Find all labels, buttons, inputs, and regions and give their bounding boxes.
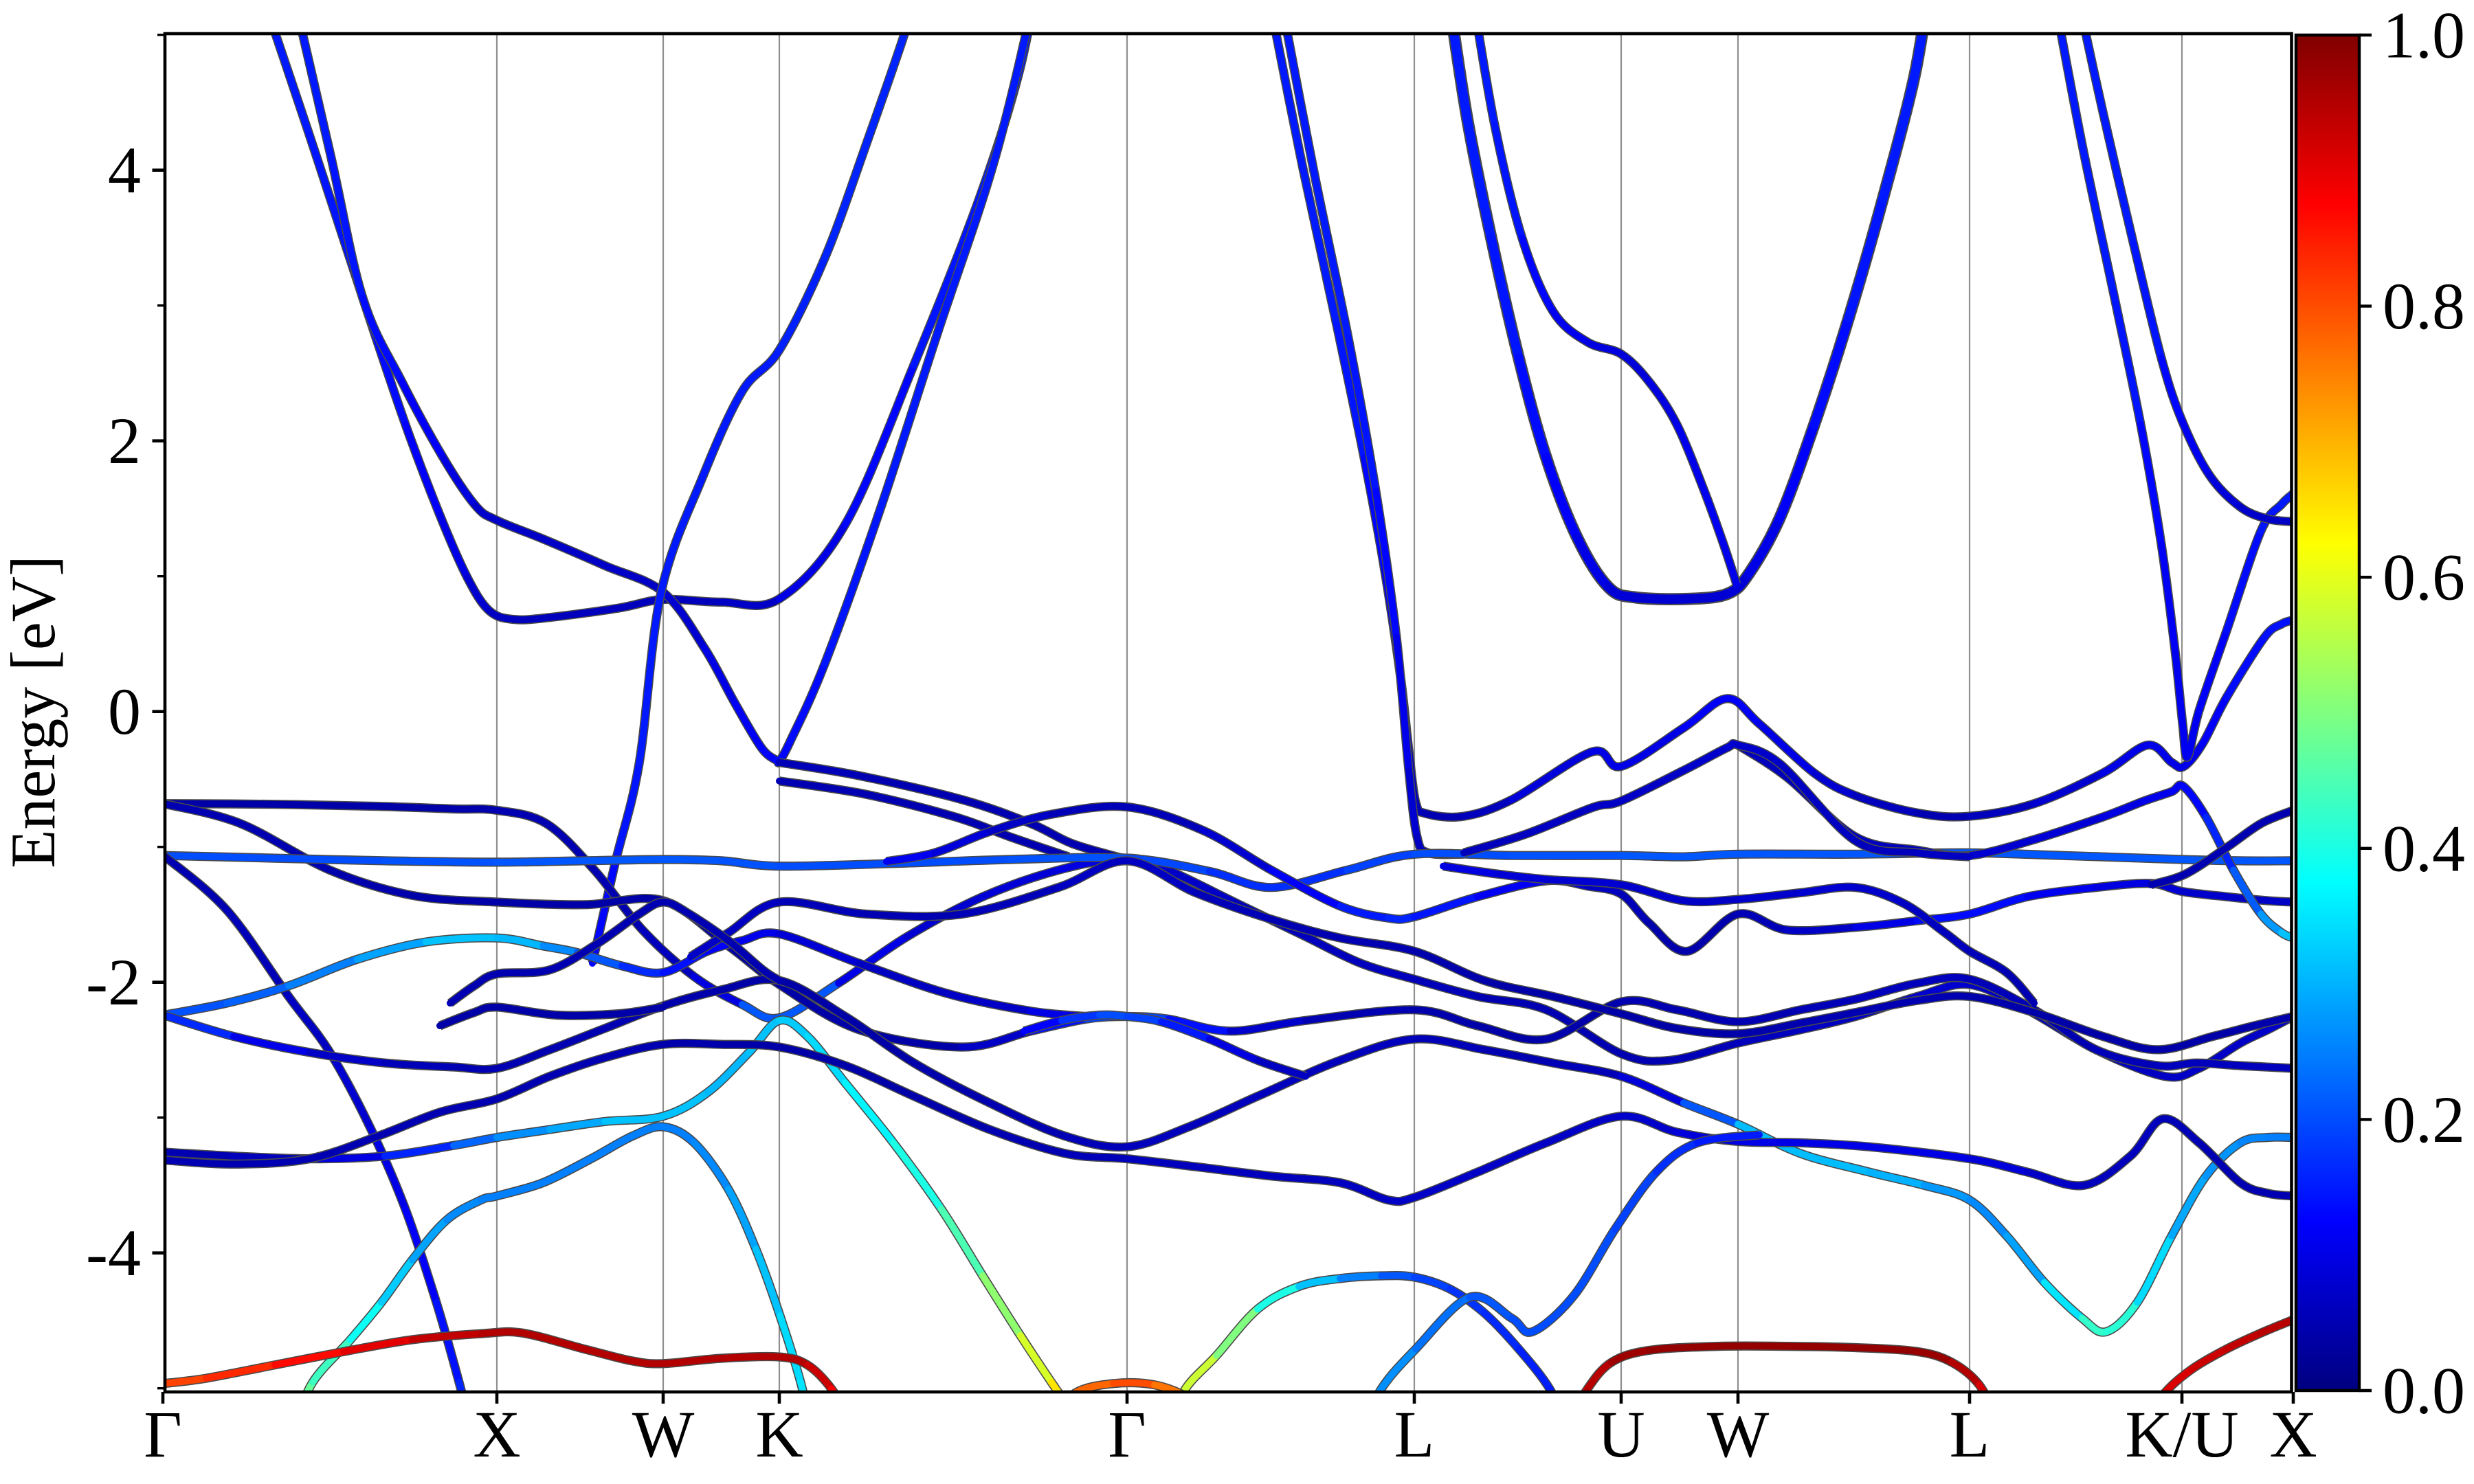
svg-text:1.0: 1.0 xyxy=(2383,0,2465,72)
svg-text:0: 0 xyxy=(108,675,141,748)
svg-text:Γ: Γ xyxy=(144,1397,182,1471)
svg-text:K/U: K/U xyxy=(2125,1397,2238,1471)
svg-text:X: X xyxy=(2269,1397,2317,1471)
svg-text:-4: -4 xyxy=(86,1216,141,1290)
svg-text:0.0: 0.0 xyxy=(2383,1354,2465,1428)
svg-text:4: 4 xyxy=(108,133,141,207)
svg-text:0.4: 0.4 xyxy=(2383,811,2465,885)
svg-text:W: W xyxy=(1707,1397,1770,1471)
svg-text:2: 2 xyxy=(108,404,141,477)
svg-text:L: L xyxy=(1950,1397,1990,1471)
svg-text:X: X xyxy=(473,1397,520,1471)
svg-text:0.6: 0.6 xyxy=(2383,541,2465,614)
svg-text:-2: -2 xyxy=(86,945,141,1019)
svg-text:Γ: Γ xyxy=(1108,1397,1146,1471)
svg-text:K: K xyxy=(755,1397,803,1471)
svg-text:0.8: 0.8 xyxy=(2383,269,2465,343)
svg-text:U: U xyxy=(1597,1397,1645,1471)
svg-text:L: L xyxy=(1394,1397,1435,1471)
svg-text:W: W xyxy=(632,1397,695,1471)
svg-text:Energy [eV]: Energy [eV] xyxy=(0,555,68,868)
svg-text:0.2: 0.2 xyxy=(2383,1083,2465,1156)
